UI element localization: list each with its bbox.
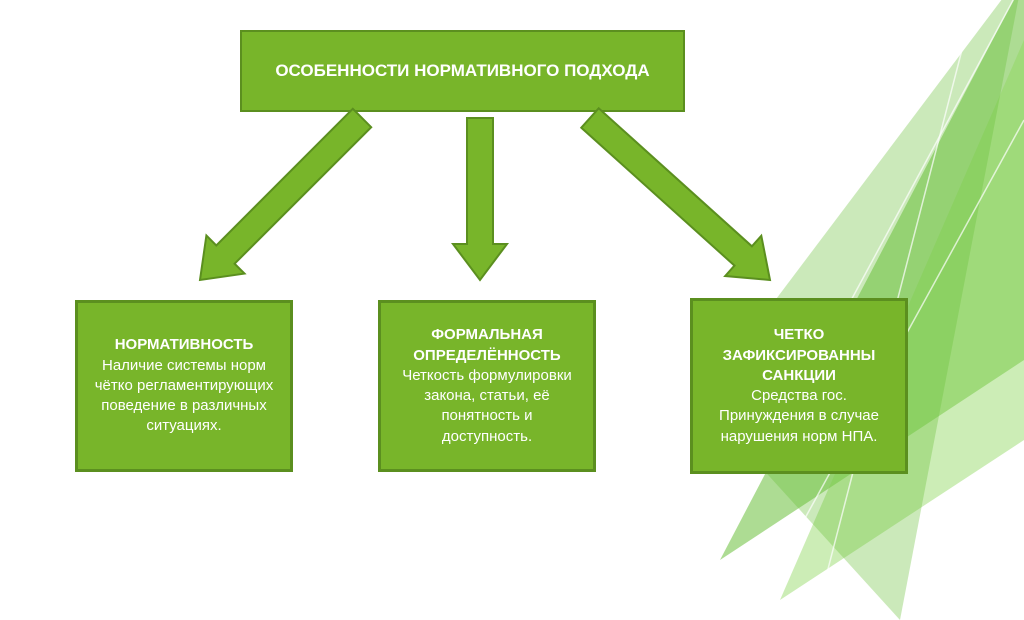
child-body: Четкость формулировки закона, статьи, её… <box>395 366 579 447</box>
header-title: ОСОБЕННОСТИ НОРМАТИВНОГО ПОДХОДА <box>275 60 649 83</box>
arrow <box>453 118 507 280</box>
child-title: ЧЕТКО ЗАФИКСИРОВАННЫ САНКЦИИ <box>707 325 891 386</box>
child-title: НОРМАТИВНОСТЬ <box>115 335 254 355</box>
header-box: ОСОБЕННОСТИ НОРМАТИВНОГО ПОДХОДА <box>240 30 685 112</box>
child-body: Средства гос. Принуждения в случае наруш… <box>707 386 891 447</box>
arrow <box>581 108 770 280</box>
child-box-fixed-sanctions: ЧЕТКО ЗАФИКСИРОВАННЫ САНКЦИИ Средства го… <box>690 298 908 474</box>
arrow <box>200 109 371 280</box>
decor-triangle <box>720 0 1024 560</box>
child-box-formal-definiteness: ФОРМАЛЬНАЯ ОПРЕДЕЛЁННОСТЬ Четкость форму… <box>378 300 596 472</box>
child-body: Наличие системы норм чётко регламентирую… <box>92 356 276 437</box>
child-title: ФОРМАЛЬНАЯ ОПРЕДЕЛЁННОСТЬ <box>395 325 579 366</box>
decor-line <box>700 0 1024 580</box>
child-box-normativity: НОРМАТИВНОСТЬ Наличие системы норм чётко… <box>75 300 293 472</box>
